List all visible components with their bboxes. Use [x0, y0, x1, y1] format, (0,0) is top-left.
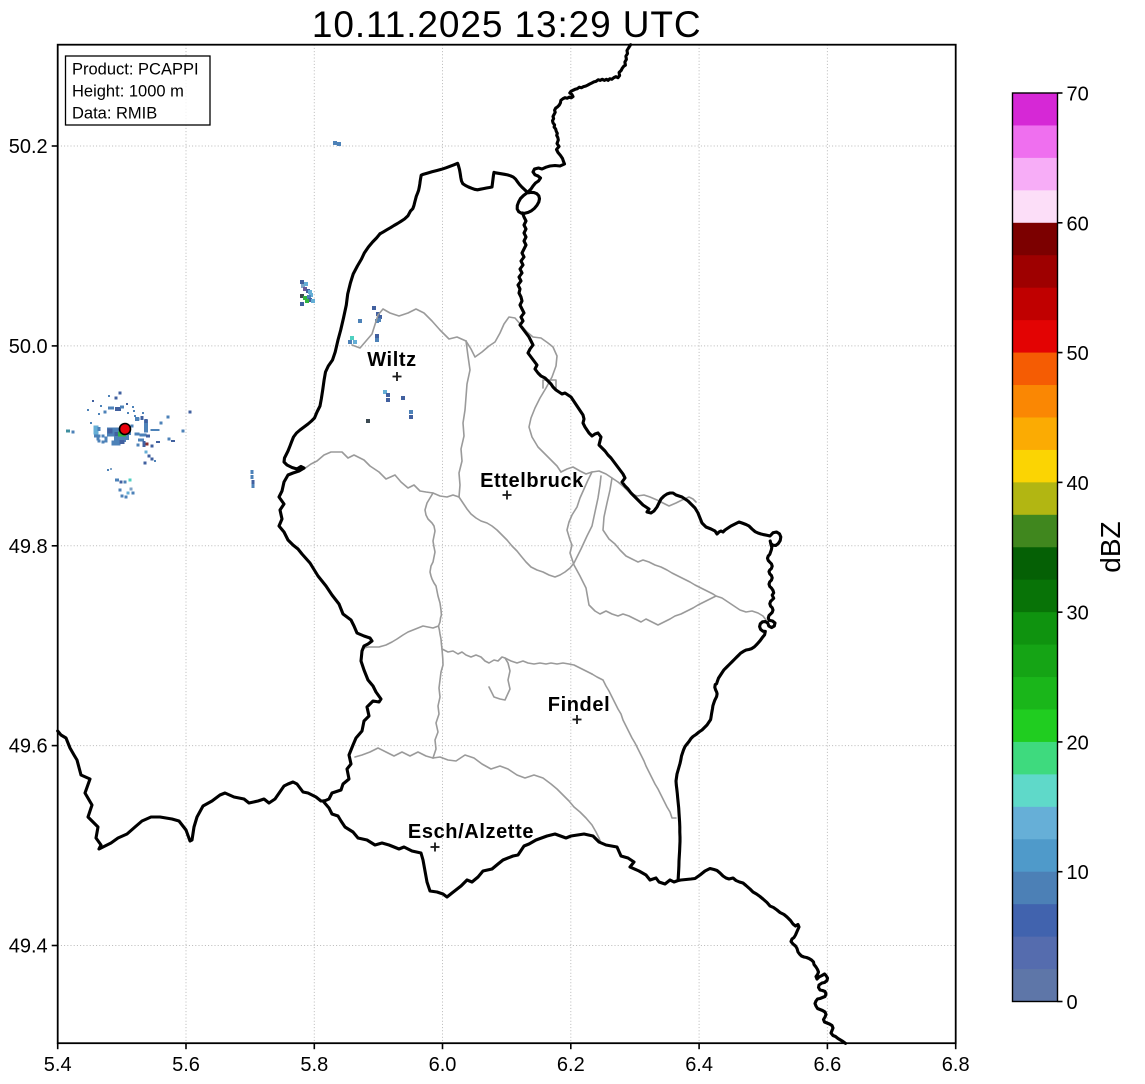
svg-text:6.6: 6.6: [813, 1054, 841, 1076]
svg-text:50.0: 50.0: [9, 336, 48, 358]
svg-text:5.8: 5.8: [300, 1054, 328, 1076]
svg-text:Esch/Alzette: Esch/Alzette: [408, 821, 534, 843]
svg-text:6.2: 6.2: [557, 1054, 585, 1076]
svg-text:6.0: 6.0: [429, 1054, 457, 1076]
svg-text:50: 50: [1067, 343, 1089, 365]
svg-text:49.4: 49.4: [9, 936, 48, 958]
svg-text:Wiltz: Wiltz: [367, 349, 416, 371]
svg-text:60: 60: [1067, 213, 1089, 235]
svg-text:5.6: 5.6: [172, 1054, 200, 1076]
svg-text:30: 30: [1067, 603, 1089, 625]
svg-text:40: 40: [1067, 473, 1089, 495]
svg-text:0: 0: [1067, 992, 1078, 1014]
svg-text:10: 10: [1067, 862, 1089, 884]
svg-text:Height: 1000 m: Height: 1000 m: [72, 83, 184, 101]
svg-text:Data: RMIB: Data: RMIB: [72, 105, 157, 123]
svg-text:20: 20: [1067, 732, 1089, 754]
svg-text:Ettelbruck: Ettelbruck: [480, 470, 584, 492]
svg-text:Product: PCAPPI: Product: PCAPPI: [72, 61, 199, 79]
svg-text:6.8: 6.8: [942, 1054, 970, 1076]
svg-text:6.4: 6.4: [685, 1054, 713, 1076]
svg-text:70: 70: [1067, 84, 1089, 106]
svg-text:49.6: 49.6: [9, 736, 48, 758]
svg-text:dBZ: dBZ: [1095, 521, 1126, 572]
svg-text:Findel: Findel: [548, 694, 611, 716]
svg-text:5.4: 5.4: [44, 1054, 72, 1076]
svg-text:10.11.2025 13:29 UTC: 10.11.2025 13:29 UTC: [312, 4, 702, 45]
svg-text:50.2: 50.2: [9, 136, 48, 158]
svg-text:49.8: 49.8: [9, 536, 48, 558]
